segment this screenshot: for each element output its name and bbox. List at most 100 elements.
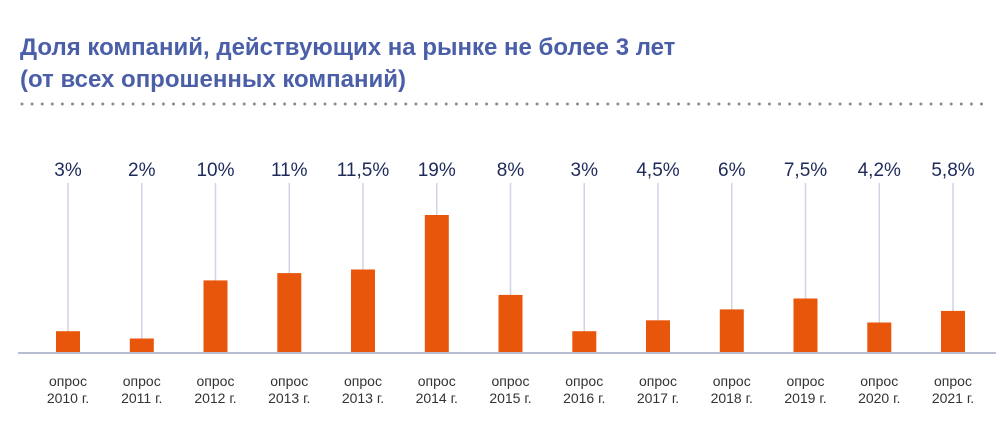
separator-dot	[464, 102, 468, 106]
x-tick-label-line: 2016 г.	[563, 390, 605, 406]
separator-dot	[363, 102, 367, 106]
separator-dot	[737, 102, 741, 106]
separator-dot	[828, 102, 832, 106]
data-label: 7,5%	[784, 160, 827, 181]
bar	[424, 215, 449, 353]
x-tick-label-line: опрос	[860, 373, 898, 389]
x-tick-label: опрос 2015 г.	[489, 373, 531, 406]
x-tick-label-line: 2012 г.	[194, 390, 236, 406]
separator-dot	[131, 102, 135, 106]
separator-dot	[444, 102, 448, 106]
separator-dot	[283, 102, 287, 106]
separator-dot	[242, 102, 246, 106]
bar	[56, 331, 80, 353]
separator-dot	[475, 102, 478, 106]
bar	[203, 280, 228, 353]
x-tick-label-line: опрос	[344, 373, 382, 389]
separator-dot	[717, 102, 721, 106]
data-label: 11,5%	[337, 160, 390, 181]
x-tick-label-line: 2013 г.	[342, 390, 384, 406]
x-tick-label: опрос 2014 г.	[416, 373, 458, 406]
separator-dot	[889, 102, 893, 106]
x-tick-label: опрос 2011 г.	[121, 373, 162, 406]
separator-dot	[879, 102, 882, 106]
separator-dot	[303, 102, 307, 106]
bar	[867, 322, 892, 353]
separator-dot	[353, 102, 357, 106]
data-label: 11%	[271, 160, 308, 181]
x-tick-label-line: опрос	[639, 373, 677, 389]
separator-dot	[505, 102, 509, 106]
separator-dot	[141, 102, 145, 106]
x-tick-label: опрос 2010 г.	[47, 373, 89, 406]
separator-dot	[515, 102, 519, 106]
separator-dot	[384, 102, 388, 106]
separator-dot	[424, 102, 428, 106]
x-tick-label: опрос 2020 г.	[858, 373, 900, 406]
bar	[941, 310, 965, 353]
x-tick-label-line: опрос	[418, 373, 456, 389]
separator-dot	[91, 102, 95, 106]
separator-dot	[586, 102, 590, 106]
separator-dot	[919, 102, 923, 106]
separator-dot	[868, 102, 872, 106]
x-tick-label-line: 2017 г.	[637, 390, 679, 406]
separator-dot	[808, 102, 812, 106]
separator-dot	[666, 102, 670, 106]
separator-dot	[495, 102, 499, 106]
separator-dot	[192, 102, 196, 106]
separator-dot	[929, 102, 933, 106]
separator-dot	[404, 102, 408, 106]
separator-dot	[545, 102, 549, 106]
separator-dot	[172, 102, 175, 106]
separator-dot	[959, 102, 963, 106]
x-tick-label-line: 2021 г.	[932, 390, 974, 406]
chart-title-line-1: Доля компаний, действующих на рынке не б…	[20, 34, 676, 61]
x-tick-label-line: опрос	[565, 373, 603, 389]
separator-dot	[182, 102, 186, 106]
separator-dot	[778, 102, 781, 106]
separator-dot	[626, 102, 630, 106]
x-tick-label-line: опрос	[934, 373, 972, 389]
separator-dot	[212, 102, 216, 106]
x-tick-label-line: опрос	[787, 373, 825, 389]
bar	[351, 269, 375, 353]
x-tick-label-line: опрос	[713, 373, 751, 389]
separator-dot	[50, 102, 54, 106]
separator-dot	[333, 102, 337, 106]
separator-dot	[939, 102, 943, 106]
separator-dot	[161, 102, 165, 106]
separator-dot	[111, 102, 115, 106]
separator-dot	[697, 102, 701, 106]
separator-dot	[656, 102, 660, 106]
data-label: 6%	[718, 160, 746, 181]
x-tick-label-line: опрос	[492, 373, 530, 389]
separator-dot	[81, 102, 85, 106]
data-label: 8%	[497, 160, 525, 181]
separator-dot	[60, 102, 64, 106]
data-label: 2%	[128, 160, 156, 181]
data-label: 3%	[54, 160, 82, 181]
separator-dot	[40, 102, 44, 106]
x-tick-label-line: 2011 г.	[121, 390, 162, 406]
separator-dot	[535, 102, 539, 106]
separator-dot	[818, 102, 822, 106]
bar	[646, 320, 670, 353]
x-tick-label-line: опрос	[49, 373, 87, 389]
separator-dot	[596, 102, 600, 106]
separator-dot	[232, 102, 236, 106]
separator-dot	[636, 102, 640, 106]
separator-dot	[767, 102, 771, 106]
separator-dot	[394, 102, 398, 106]
separator-dot	[252, 102, 256, 106]
chart-title-line-2: (от всех опрошенных компаний)	[20, 66, 406, 93]
separator-dot	[616, 102, 620, 106]
separator-dot	[687, 102, 691, 106]
x-tick-label: опрос 2017 г.	[637, 373, 679, 406]
separator-dot	[293, 102, 297, 106]
dotted-separator	[20, 102, 983, 106]
data-label: 3%	[571, 160, 599, 181]
separator-dot	[576, 102, 579, 106]
separator-dot	[30, 102, 34, 106]
